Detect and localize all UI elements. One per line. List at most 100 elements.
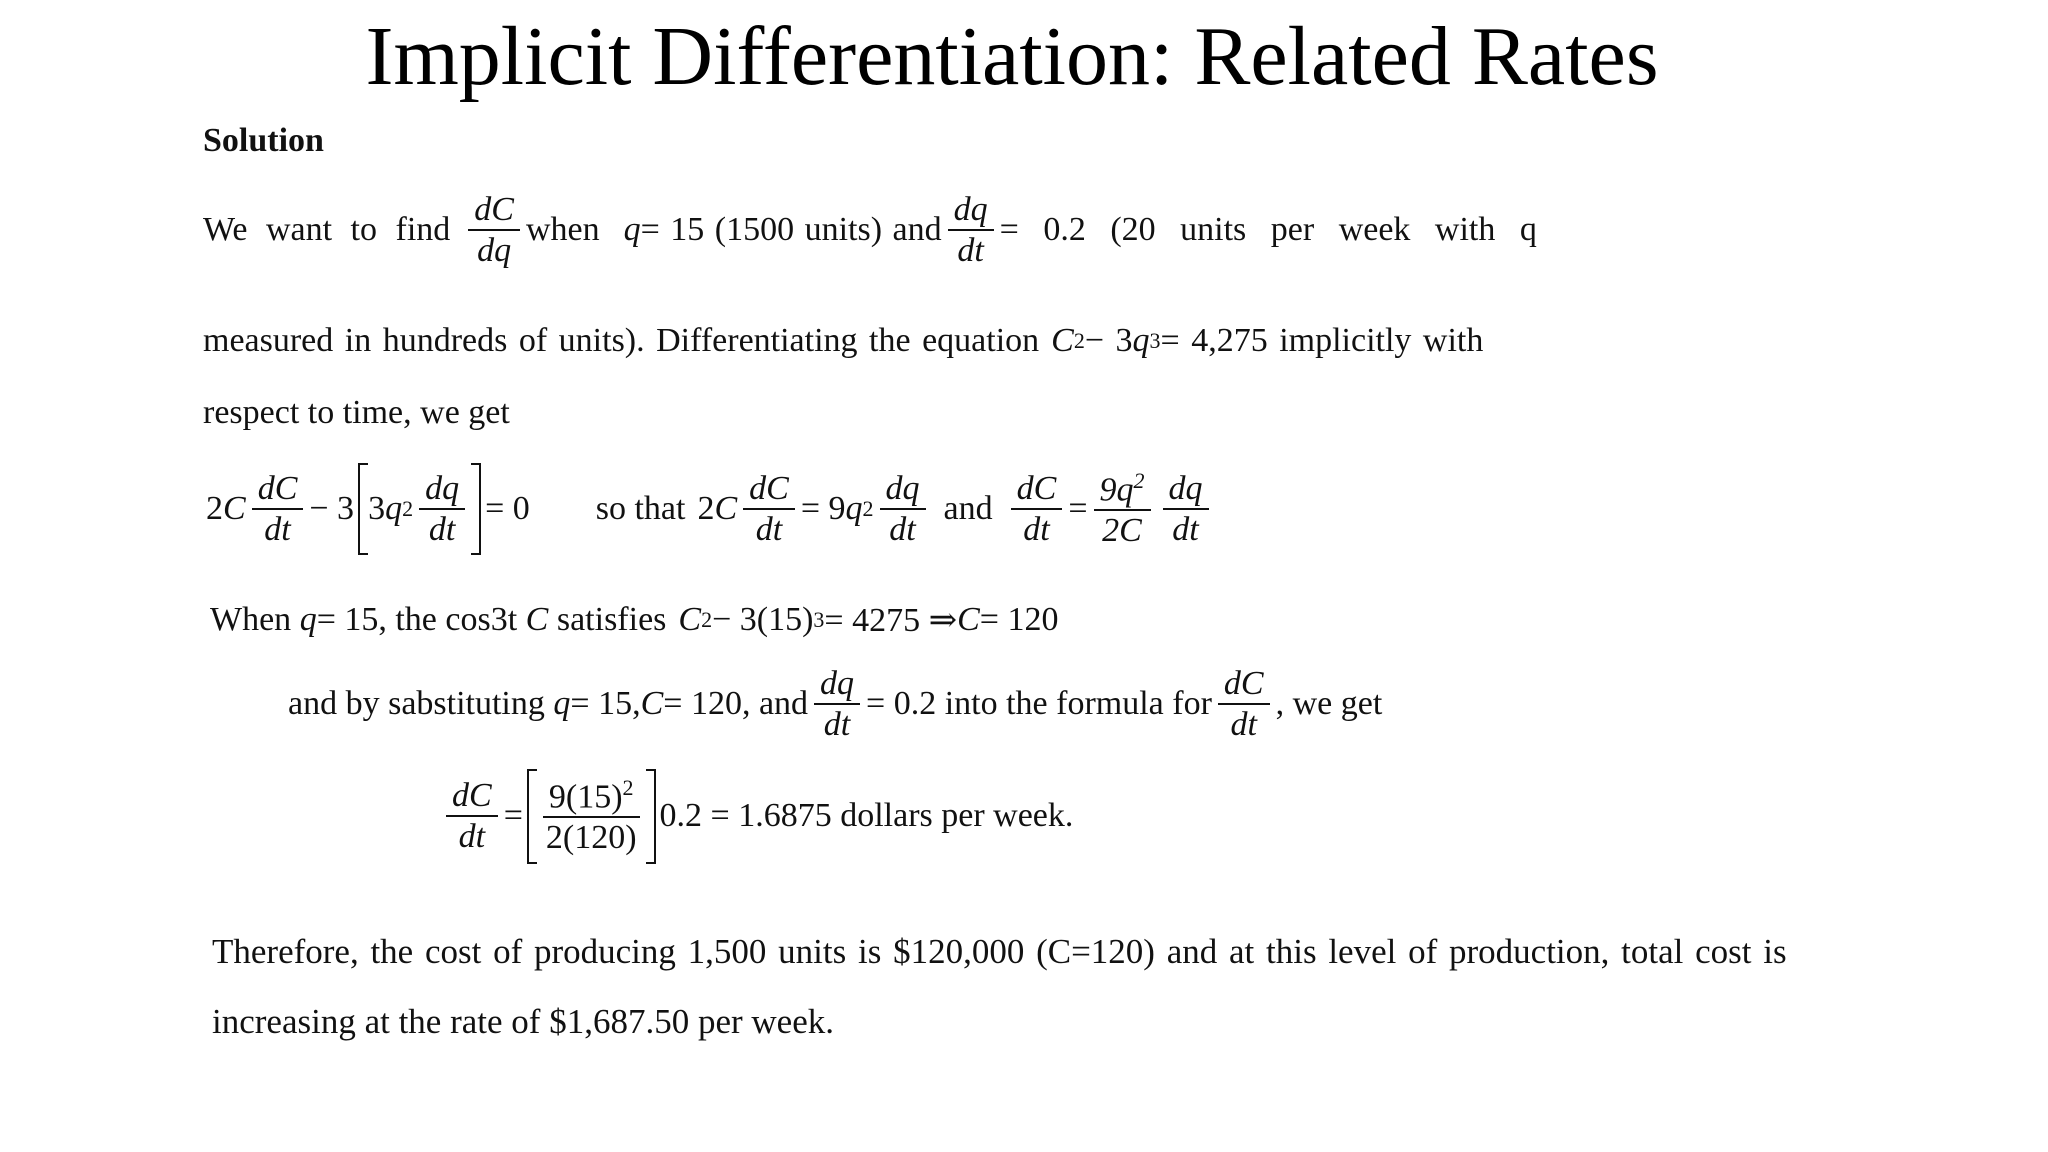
var-C: C [678,601,702,638]
result-equation: dC dt = 9(15)2 2(120) 0.2 = 1.6875 dollars… [440,769,1073,863]
fraction-dq-dt: dq dt [879,469,926,549]
numerator: dC [468,190,520,232]
text: 3 [368,490,386,528]
exponent: 2 [622,775,634,800]
var-C: C [525,601,549,638]
text: = 0.2 into the formula for [866,685,1212,723]
text: 2 [697,490,715,528]
numerator: dq [879,469,926,511]
denominator: dt [458,818,486,856]
fraction-dC-dt: dC dt [251,469,304,549]
text: 2 [206,490,223,528]
text: and by sabstituting [288,685,545,723]
fraction-dq-dt: dq dt [947,190,994,270]
fraction-dq-dt: dq dt [1162,469,1209,549]
text: = 4,275 implicitly with [1160,322,1484,359]
fraction-dC-dt: dC dt [1010,469,1063,549]
fraction-9q2-2C: 9q2 2C [1093,468,1151,551]
text: = 15, the cos3t [316,601,518,638]
text: = 15 (1500 units) and [640,211,942,249]
line-measured: measured in hundreds of units). Differen… [203,322,1483,360]
exponent: 2 [1073,328,1085,353]
numerator: dC [1010,469,1063,511]
numerator: dq [1162,469,1209,511]
text: − 3 [309,490,355,528]
denominator: dt [1230,706,1257,744]
text: = 0 [485,490,530,528]
numerator: 9q [1099,471,1134,509]
denominator: 2(120) [545,819,637,857]
text: − 3 [1084,322,1133,359]
slide-title: Implicit Differentiation: Related Rates [365,10,1659,103]
var-q: q [623,211,641,249]
text: We want to find [203,211,451,249]
text: When [210,601,292,638]
numerator: dC [743,469,795,511]
var-C: C [223,490,246,528]
exponent: 2 [1133,468,1145,493]
fraction-dq-dt: dq dt [419,469,466,549]
var-q: q [553,685,571,723]
text: , we get [1275,685,1383,723]
denominator: dt [428,511,456,549]
text: − 3(15) [712,601,814,638]
text: = 4275 ⇒ [824,602,958,639]
text: = 120 [979,601,1059,638]
var-C: C [957,601,980,638]
var-C: C [714,490,738,528]
var-q: q [385,490,403,528]
exponent: 2 [862,496,874,522]
text: and [943,490,993,528]
conclusion-line-2: increasing at the rate of $1,687.50 per … [212,1002,834,1041]
denominator: dt [264,511,291,549]
text: = [1068,490,1088,528]
bracket-group: 9(15)2 2(120) [526,769,656,863]
solution-heading: Solution [203,122,324,159]
exponent: 2 [701,607,713,632]
numerator: dq [419,469,466,511]
text: when [525,211,600,249]
text: = 15, [570,685,641,723]
denominator: dt [1172,511,1199,549]
denominator: dt [889,511,916,549]
numerator: dC [446,776,498,818]
numerator: dq [947,190,994,232]
denominator: dt [1023,511,1050,549]
exponent: 2 [402,496,414,522]
exponent: 3 [813,607,825,632]
line-respect: respect to time, we get [203,394,510,431]
numerator: 9(15) [548,778,623,816]
fraction-result: 9(15)2 2(120) [542,775,640,858]
denominator: dt [823,706,851,744]
text: = [503,797,523,835]
numerator: dC [251,469,304,511]
line-we-want-to-find: We want to find dC dq when q = 15 (1500 u… [203,190,1537,270]
fraction-dq-dt: dq dt [814,664,861,744]
numerator: dC [1217,664,1270,706]
conclusion-line-1: Therefore, the cost of producing 1,500 u… [212,932,1787,971]
denominator: dq [477,232,512,270]
fraction-dC-dq: dC dq [468,190,520,270]
numerator: dq [814,664,861,706]
text: = 120, and [663,685,809,723]
var-q: q [1132,322,1150,359]
var-C: C [640,685,664,723]
denominator: dt [755,511,783,549]
text: satisfies [556,601,667,638]
var-q: q [299,601,317,638]
denominator: 2C [1102,512,1142,550]
fraction-dC-dt: dC dt [1217,664,1270,744]
text: so that [595,490,686,528]
text: = 0.2 (20 units per week with q [999,211,1537,249]
fraction-dC-dt: dC dt [446,776,498,856]
denominator: dt [957,232,984,270]
line-substituting: and by sabstituting q = 15, C = 120, and … [288,664,1382,744]
exponent: 3 [1149,328,1161,353]
text: = 9 [800,490,846,528]
fraction-dC-dt: dC dt [743,469,795,549]
var-q: q [845,490,863,528]
text: measured in hundreds of units). Differen… [203,322,1040,359]
